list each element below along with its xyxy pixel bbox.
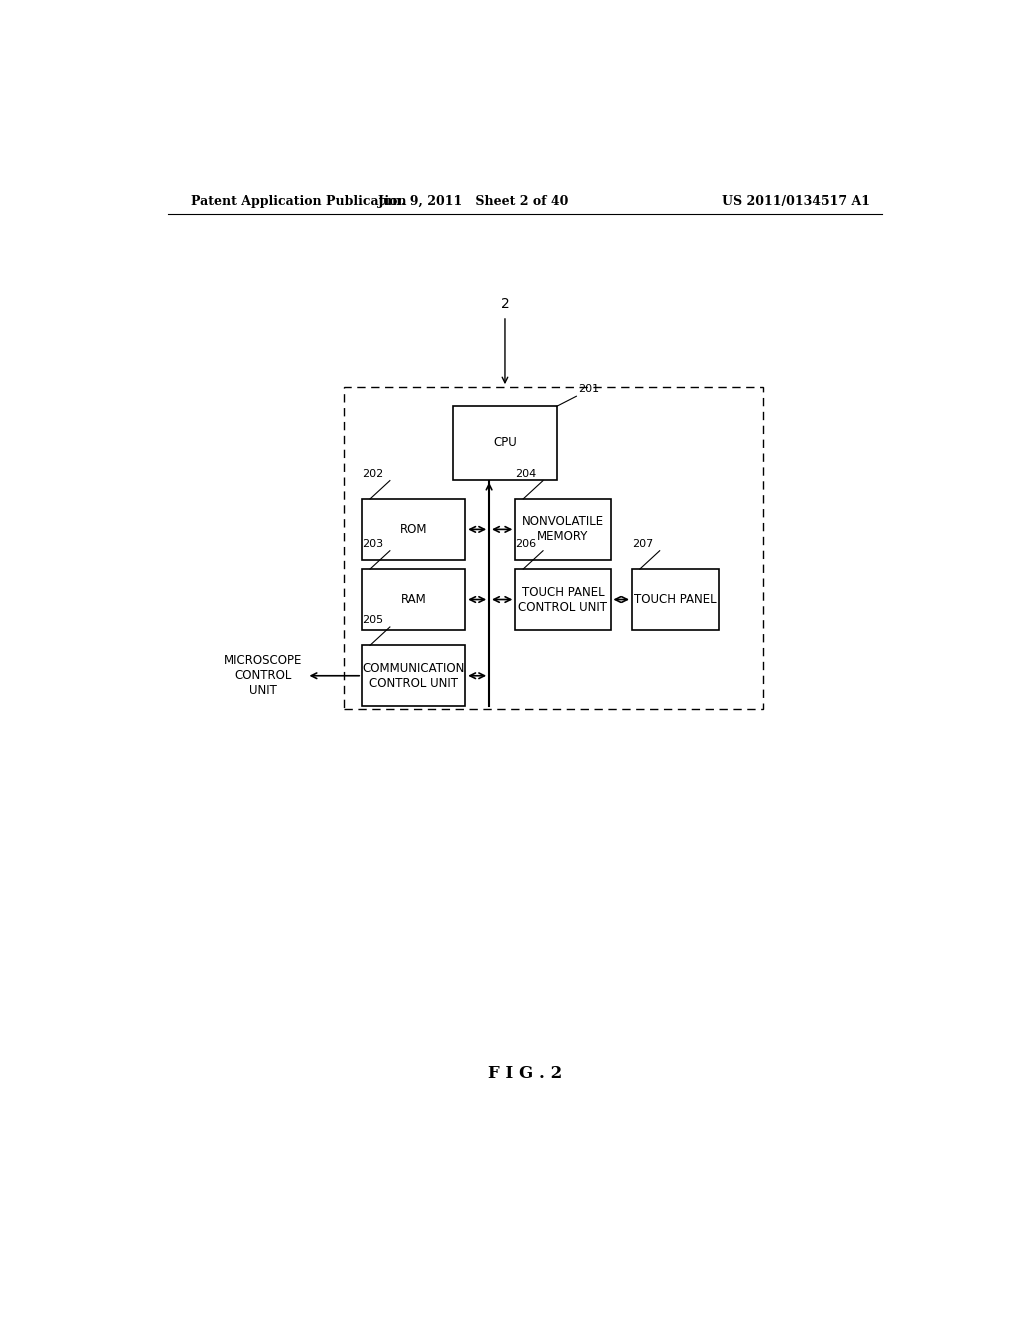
Text: MICROSCOPE
CONTROL
UNIT: MICROSCOPE CONTROL UNIT (224, 655, 303, 697)
Bar (362, 645, 465, 706)
Text: 206: 206 (515, 539, 537, 549)
Text: RAM: RAM (400, 593, 427, 606)
Bar (515, 569, 610, 630)
Text: 201: 201 (578, 384, 599, 395)
Text: 204: 204 (515, 469, 537, 479)
Text: NONVOLATILE
MEMORY: NONVOLATILE MEMORY (522, 515, 604, 544)
Text: COMMUNICATION
CONTROL UNIT: COMMUNICATION CONTROL UNIT (362, 661, 465, 690)
Bar (515, 499, 610, 560)
Text: TOUCH PANEL: TOUCH PANEL (634, 593, 717, 606)
Text: 205: 205 (362, 615, 383, 624)
Text: TOUCH PANEL
CONTROL UNIT: TOUCH PANEL CONTROL UNIT (518, 586, 607, 614)
Text: 203: 203 (362, 539, 383, 549)
Text: CPU: CPU (494, 437, 517, 450)
Bar (454, 407, 557, 479)
Bar (362, 499, 465, 560)
Bar (344, 387, 763, 709)
Text: US 2011/0134517 A1: US 2011/0134517 A1 (722, 194, 870, 207)
Bar (362, 569, 465, 630)
Bar (632, 569, 719, 630)
Text: ROM: ROM (400, 523, 427, 536)
Text: 202: 202 (362, 469, 383, 479)
Text: F I G . 2: F I G . 2 (487, 1065, 562, 1081)
Text: Jun. 9, 2011   Sheet 2 of 40: Jun. 9, 2011 Sheet 2 of 40 (378, 194, 569, 207)
Text: 207: 207 (632, 539, 653, 549)
Text: Patent Application Publication: Patent Application Publication (191, 194, 407, 207)
Text: 2: 2 (501, 297, 509, 312)
